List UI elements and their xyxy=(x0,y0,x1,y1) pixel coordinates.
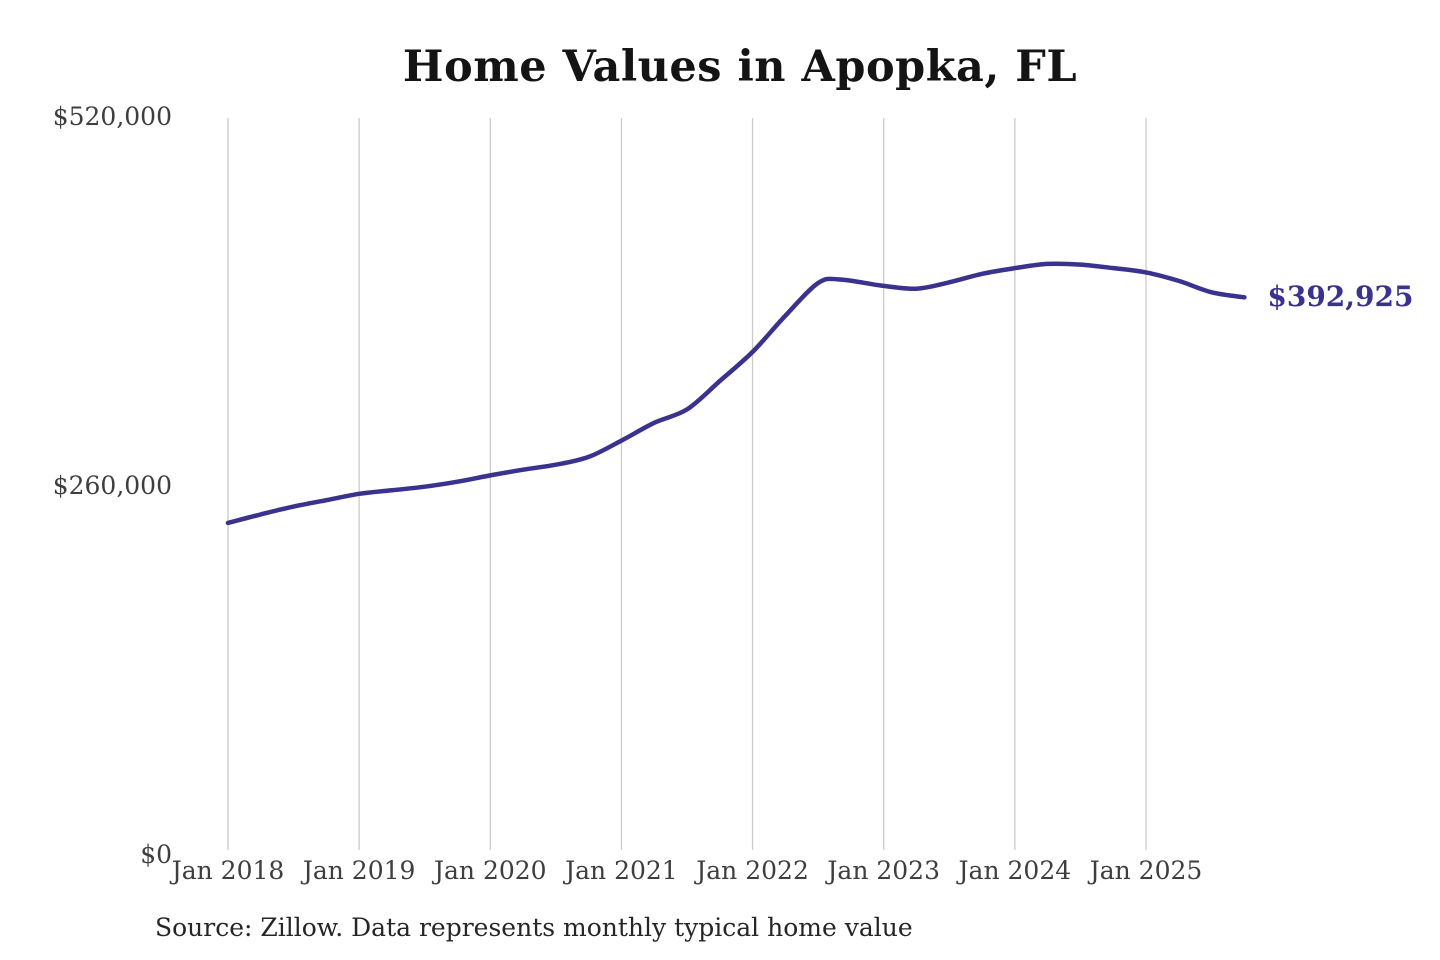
home-value-series-line xyxy=(225,261,1247,526)
x-tick-label: Jan 2022 xyxy=(696,856,809,885)
x-tick-label: Jan 2019 xyxy=(302,856,416,885)
y-tick-label: $0 xyxy=(140,840,172,869)
x-tick-label: Jan 2020 xyxy=(433,856,547,885)
current-value-label: $392,925 xyxy=(1267,280,1414,314)
y-tick-label: $260,000 xyxy=(52,471,172,500)
x-tick-label: Jan 2025 xyxy=(1089,856,1203,885)
y-tick-label: $520,000 xyxy=(52,102,172,131)
x-tick-label: Jan 2023 xyxy=(827,856,940,885)
x-tick-label: Jan 2021 xyxy=(565,856,678,885)
x-tick-label: Jan 2018 xyxy=(171,856,285,885)
source-note: Source: Zillow. Data represents monthly … xyxy=(155,913,913,942)
x-tick-label: Jan 2024 xyxy=(958,856,1072,885)
chart-title: Home Values in Apopka, FL xyxy=(402,42,1078,92)
